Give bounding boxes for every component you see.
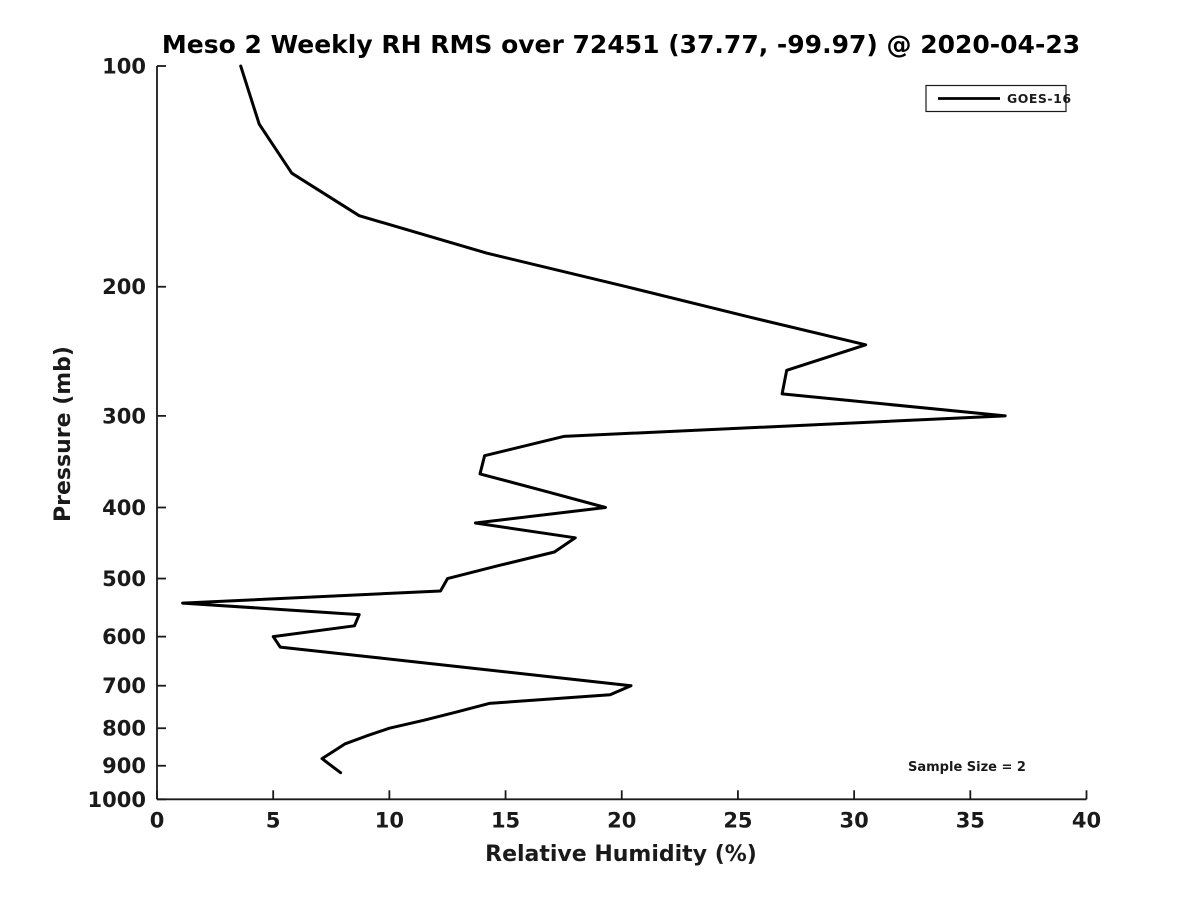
chart-title: Meso 2 Weekly RH RMS over 72451 (37.77, … <box>162 30 1080 59</box>
x-tick-label: 15 <box>491 808 520 832</box>
x-ticks: 0 5 10 15 20 25 30 35 40 <box>150 790 1101 832</box>
y-tick-label: 100 <box>102 55 146 79</box>
x-tick-label: 20 <box>607 808 636 832</box>
x-tick-label: 35 <box>956 808 985 832</box>
legend: GOES-16 <box>925 84 1072 113</box>
y-tick-label: 700 <box>102 674 146 698</box>
y-tick-label: 200 <box>102 275 146 299</box>
axes: 100 200 300 400 500 600 700 800 900 1000 0 5 10 15 20… <box>88 55 1102 833</box>
y-tick-label: 900 <box>102 754 146 778</box>
series-goes16-line <box>181 64 1007 775</box>
x-tick-label: 5 <box>266 808 281 832</box>
x-tick-label: 30 <box>840 808 869 832</box>
y-tick-label: 300 <box>102 404 146 428</box>
y-ticks: 100 200 300 400 500 600 700 800 900 1000 <box>88 55 166 812</box>
x-tick-label: 40 <box>1072 808 1101 832</box>
x-axis-label: Relative Humidity (%) <box>485 842 757 867</box>
y-tick-label: 600 <box>102 625 146 649</box>
x-tick-label: 25 <box>723 808 752 832</box>
sample-size-annotation: Sample Size = 2 <box>908 760 1026 775</box>
y-tick-label: 1000 <box>88 788 146 812</box>
legend-label: GOES-16 <box>1007 91 1072 106</box>
x-tick-label: 0 <box>150 808 165 832</box>
y-tick-label: 400 <box>102 496 146 520</box>
y-axis-label: Pressure (mb) <box>51 346 76 522</box>
y-tick-label: 800 <box>102 717 146 741</box>
x-tick-label: 10 <box>375 808 404 832</box>
y-tick-label: 500 <box>102 567 146 591</box>
